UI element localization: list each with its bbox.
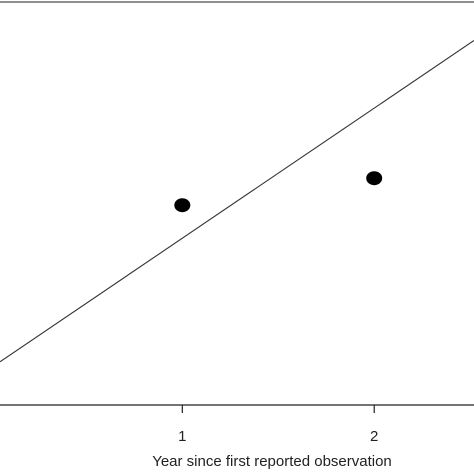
x-tick-label-1: 1 bbox=[178, 428, 186, 445]
data-point-1 bbox=[174, 198, 191, 213]
x-axis-label: Year since first reported observation bbox=[152, 453, 392, 470]
data-point-2 bbox=[366, 171, 383, 186]
x-tick-label-2: 2 bbox=[370, 428, 378, 445]
trend-line bbox=[0, 40, 474, 363]
